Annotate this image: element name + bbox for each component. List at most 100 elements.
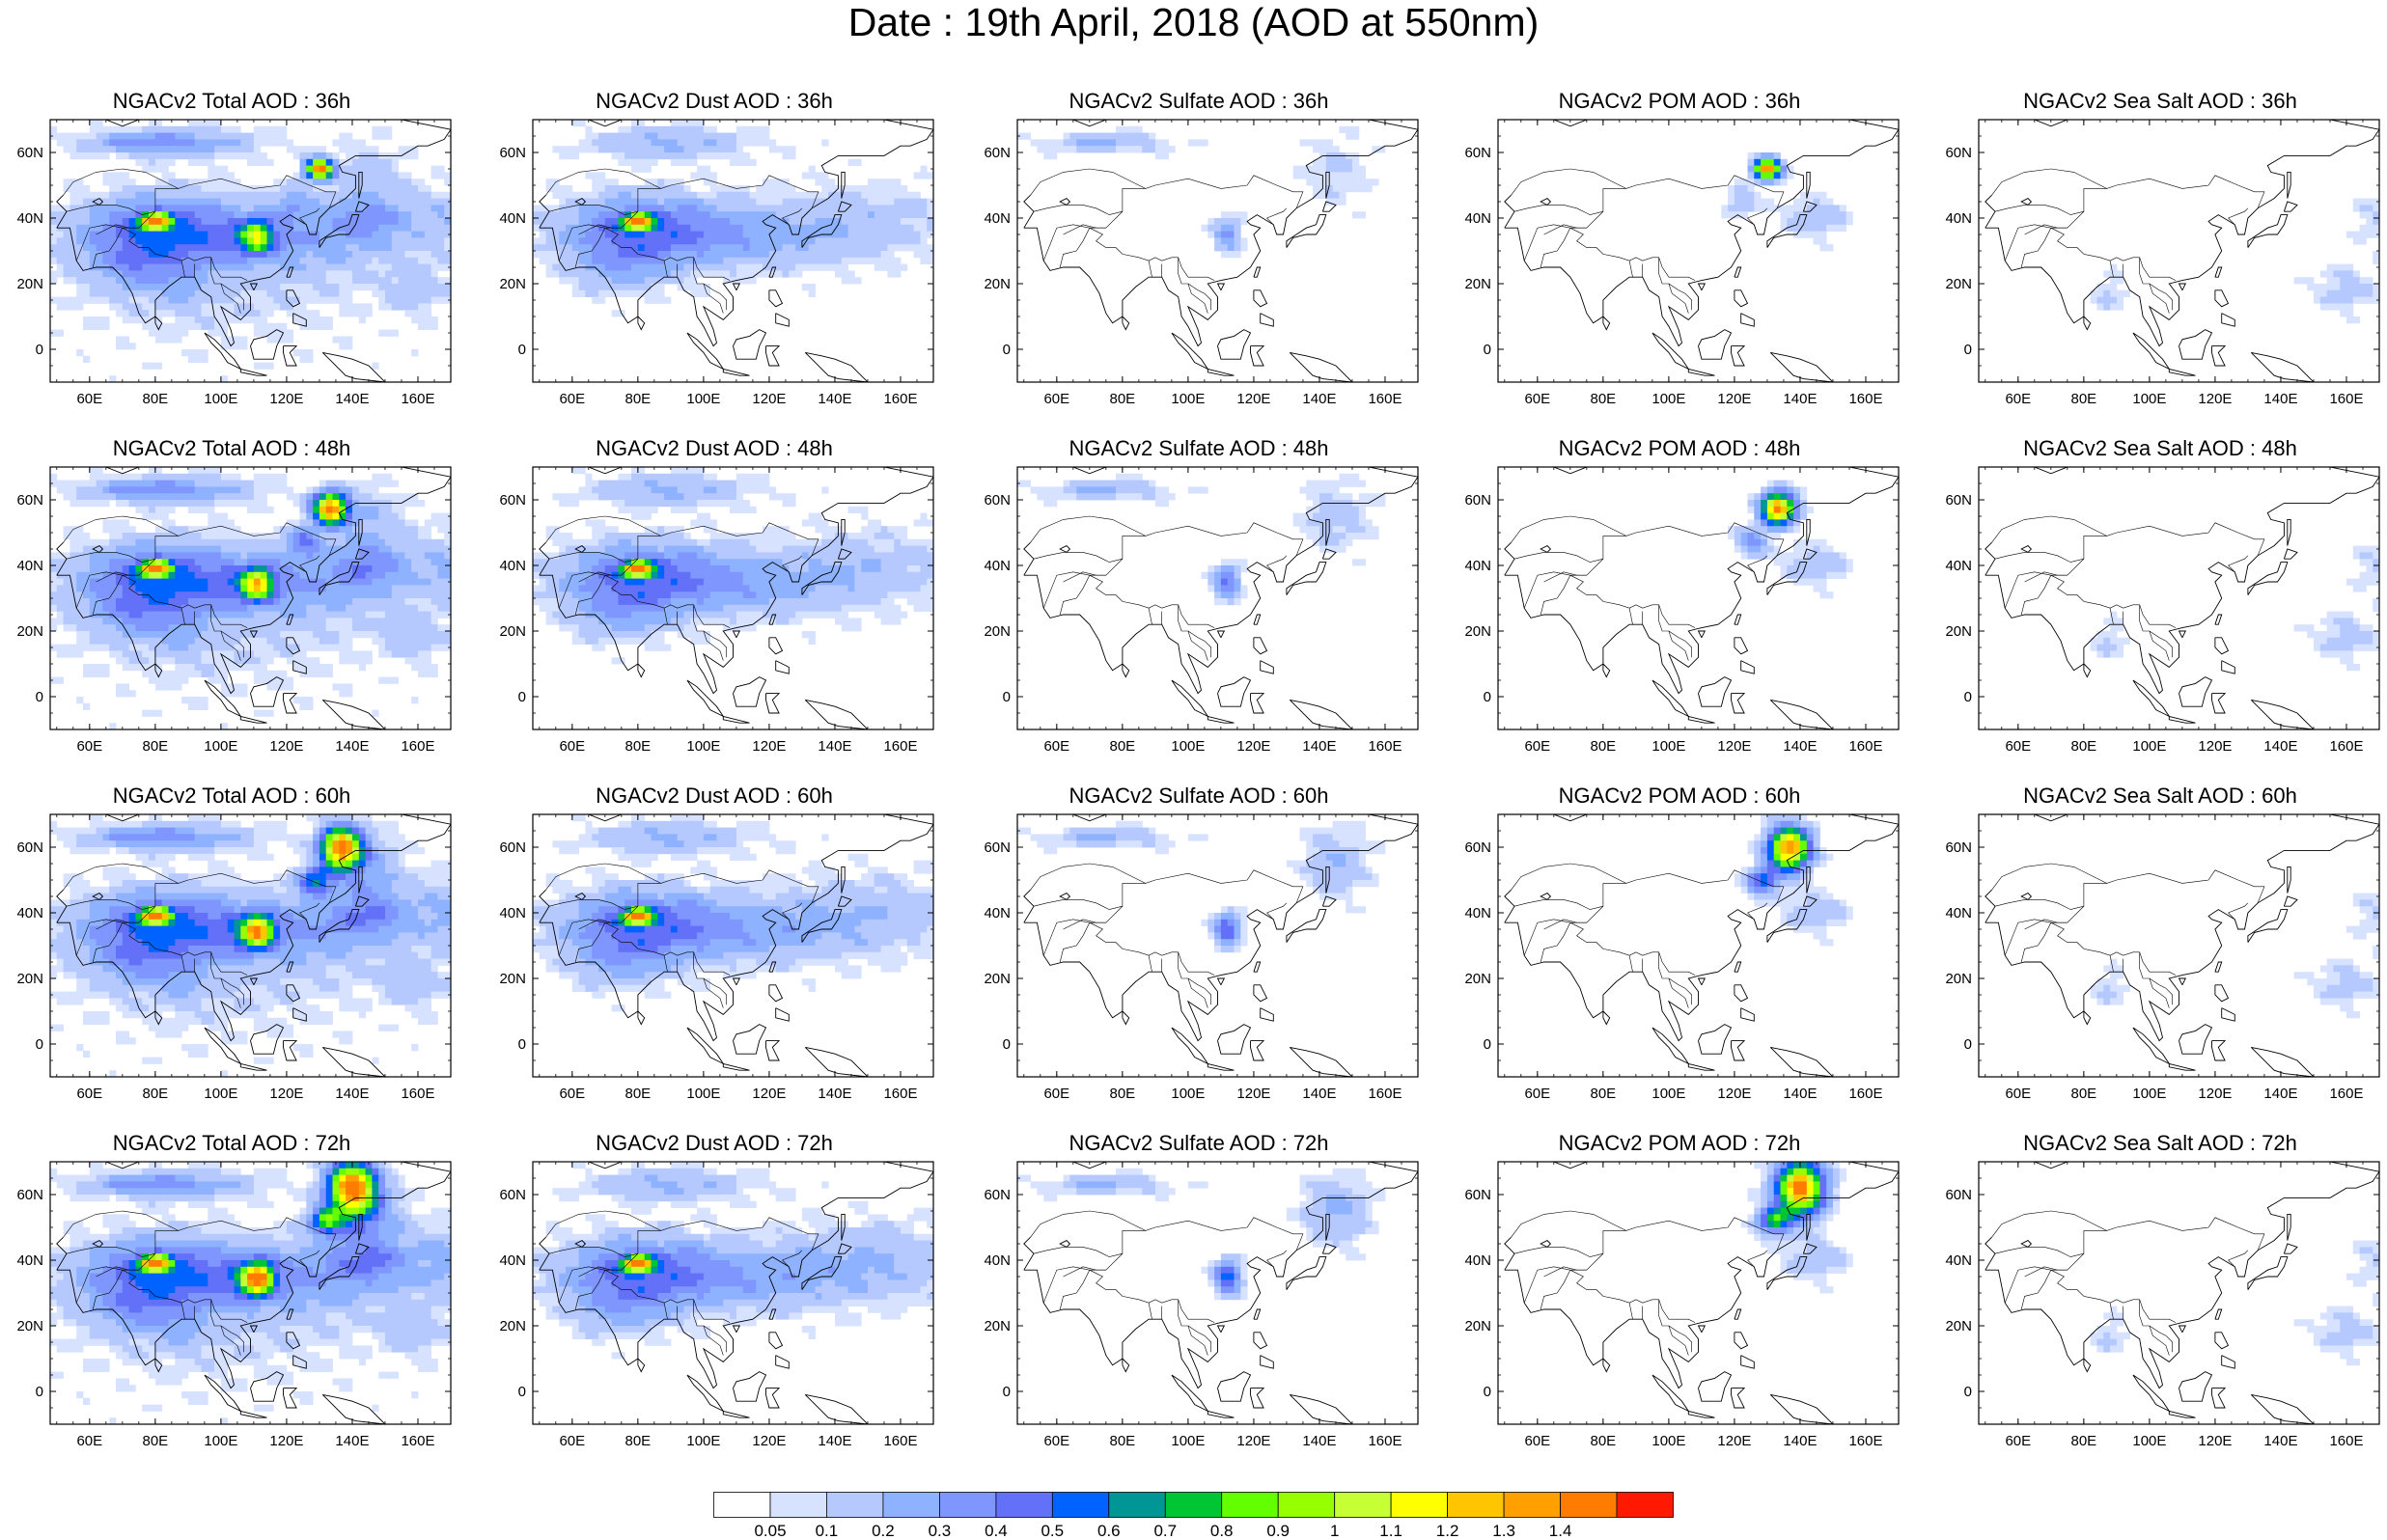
map-plot: 60E 80E 100E 120E 140E 160E 60N 40N 20N 0 [1945, 1161, 2380, 1449]
lat-tick-label: 20N [984, 971, 1011, 987]
map-plot: 60E 80E 100E 120E 140E 160E 60N 40N 20N 0 [499, 466, 934, 755]
panel-title: NGACv2 Total AOD : 72h [112, 1131, 351, 1155]
lat-tick-label: 0 [1003, 342, 1011, 358]
lon-tick-label: 60E [1524, 1086, 1550, 1102]
colorbar-swatch [1560, 1492, 1618, 1518]
map-plot: 60E 80E 100E 120E 140E 160E 60N 40N 20N 0 [16, 1161, 452, 1449]
panel-title: NGACv2 Sulfate AOD : 36h [1069, 89, 1329, 113]
lon-tick-label: 100E [1651, 1433, 1685, 1449]
lon-tick-label: 80E [1591, 1433, 1617, 1449]
colorbar-swatch [1503, 1492, 1561, 1518]
lat-tick-label: 0 [1003, 1036, 1011, 1053]
coastlines [1985, 120, 2379, 382]
colorbar-swatch [1277, 1492, 1336, 1518]
lat-tick-label: 60N [499, 1187, 526, 1203]
lat-tick-label: 60N [984, 839, 1011, 856]
aod-field [1017, 125, 1386, 259]
lat-tick-label: 0 [518, 1036, 526, 1053]
lon-tick-label: 80E [2071, 1086, 2097, 1102]
map-plot: 60E 80E 100E 120E 140E 160E 60N 40N 20N 0 [1464, 466, 1900, 755]
map-panel-dust-48h: NGACv2 Dust AOD : 48h 60E 80E 100E 120E 140E 1… [492, 436, 936, 759]
map-plot: 60E 80E 100E 120E 140E 160E 60N 40N 20N 0 [1464, 813, 1900, 1102]
plot-frame [1978, 1161, 2380, 1425]
map-plot: 60E 80E 100E 120E 140E 160E 60N 40N 20N 0 [984, 466, 1419, 755]
panel-title: NGACv2 Total AOD : 48h [112, 436, 351, 460]
lon-tick-label: 100E [1171, 738, 1205, 755]
lat-tick-label: 60N [16, 1187, 43, 1203]
colorbar-swatch [1108, 1492, 1166, 1518]
lon-tick-label: 60E [559, 738, 585, 755]
map-plot: 60E 80E 100E 120E 140E 160E 60N 40N 20N 0 [1464, 119, 1900, 407]
lon-tick-label: 100E [1171, 391, 1205, 407]
lon-tick-label: 160E [883, 738, 917, 755]
lat-tick-label: 20N [499, 1318, 526, 1334]
lon-tick-label: 80E [1110, 1433, 1136, 1449]
lat-tick-label: 20N [1464, 971, 1491, 987]
aod-field [50, 467, 451, 729]
coastlines [1504, 1162, 1899, 1424]
lon-tick-label: 120E [1236, 1433, 1270, 1449]
lon-tick-label: 120E [269, 1433, 303, 1449]
lon-tick-label: 120E [1236, 738, 1270, 755]
lon-tick-label: 160E [401, 391, 434, 407]
lon-tick-label: 140E [818, 738, 851, 755]
map-panel-dust-72h: NGACv2 Dust AOD : 72h 60E 80E 100E 120E 140E 1… [492, 1131, 936, 1454]
lon-tick-label: 60E [2005, 391, 2031, 407]
coastlines [1023, 814, 1418, 1077]
panel-title: NGACv2 Sea Salt AOD : 60h [2023, 784, 2297, 808]
lat-tick-label: 0 [518, 1384, 526, 1400]
colorbar-label: 0.3 [929, 1522, 952, 1540]
lon-tick-label: 80E [143, 1433, 169, 1449]
lat-tick-label: 40N [499, 905, 526, 921]
aod-field [50, 120, 451, 382]
map-plot: 60E 80E 100E 120E 140E 160E 60N 40N 20N 0 [984, 1161, 1419, 1449]
aod-field [2090, 1240, 2379, 1366]
lon-tick-label: 80E [2071, 391, 2097, 407]
lon-tick-label: 160E [1368, 391, 1402, 407]
lat-tick-label: 40N [984, 558, 1011, 574]
lon-tick-label: 100E [686, 391, 720, 407]
lon-tick-label: 120E [1717, 1086, 1751, 1102]
lat-tick-label: 60N [499, 145, 526, 161]
aod-field [533, 120, 933, 317]
map-panel-seasalt-48h: NGACv2 Sea Salt AOD : 48h 60E 80E 100E 120E 1… [1938, 436, 2382, 759]
lon-tick-label: 60E [76, 738, 102, 755]
coastlines [1023, 467, 1418, 729]
panel-title: NGACv2 Dust AOD : 36h [596, 89, 833, 113]
lon-tick-label: 160E [2329, 1086, 2363, 1102]
map-plot: 60E 80E 100E 120E 140E 160E 60N 40N 20N 0 [1464, 1161, 1900, 1449]
lon-tick-label: 60E [1043, 738, 1069, 755]
colorbar-swatch [1616, 1492, 1674, 1518]
panel-title: NGACv2 Sea Salt AOD : 48h [2023, 436, 2297, 460]
map-panel-sulfate-48h: NGACv2 Sulfate AOD : 48h 60E 80E 100E 120E 14… [977, 436, 1421, 759]
lon-tick-label: 160E [1848, 738, 1882, 755]
lon-tick-label: 80E [625, 391, 652, 407]
map-plot: 60E 80E 100E 120E 140E 160E 60N 40N 20N 0 [499, 119, 934, 407]
map-panel-seasalt-36h: NGACv2 Sea Salt AOD : 36h 60E 80E 100E 120E 1… [1938, 89, 2382, 412]
lat-tick-label: 0 [1964, 1384, 1972, 1400]
lon-tick-label: 160E [1848, 1086, 1882, 1102]
map-plot: 60E 80E 100E 120E 140E 160E 60N 40N 20N 0 [499, 813, 934, 1102]
lat-tick-label: 0 [1964, 342, 1972, 358]
lon-tick-label: 140E [818, 1433, 851, 1449]
panel-title: NGACv2 Sulfate AOD : 72h [1069, 1131, 1329, 1155]
colorbar-swatch [882, 1492, 940, 1518]
lat-tick-label: 40N [984, 210, 1011, 227]
colorbar-label: 1.1 [1379, 1522, 1402, 1540]
lat-tick-label: 0 [1003, 689, 1011, 705]
main-title: Date : 19th April, 2018 (AOD at 550nm) [847, 0, 1540, 44]
aod-field [2090, 198, 2379, 324]
lon-tick-label: 80E [1110, 391, 1136, 407]
lat-tick-label: 20N [984, 1318, 1011, 1334]
lon-tick-label: 100E [1651, 738, 1685, 755]
lon-tick-label: 160E [401, 738, 434, 755]
lon-tick-label: 160E [883, 391, 917, 407]
lon-tick-label: 140E [335, 1086, 369, 1102]
coastlines [539, 120, 933, 382]
panel-title: NGACv2 Sulfate AOD : 48h [1069, 436, 1329, 460]
lon-tick-label: 160E [401, 1086, 434, 1102]
lat-tick-label: 0 [1964, 1036, 1972, 1053]
lat-tick-label: 20N [1945, 623, 1972, 640]
lat-tick-label: 0 [1964, 689, 1972, 705]
coastlines [1504, 467, 1899, 729]
